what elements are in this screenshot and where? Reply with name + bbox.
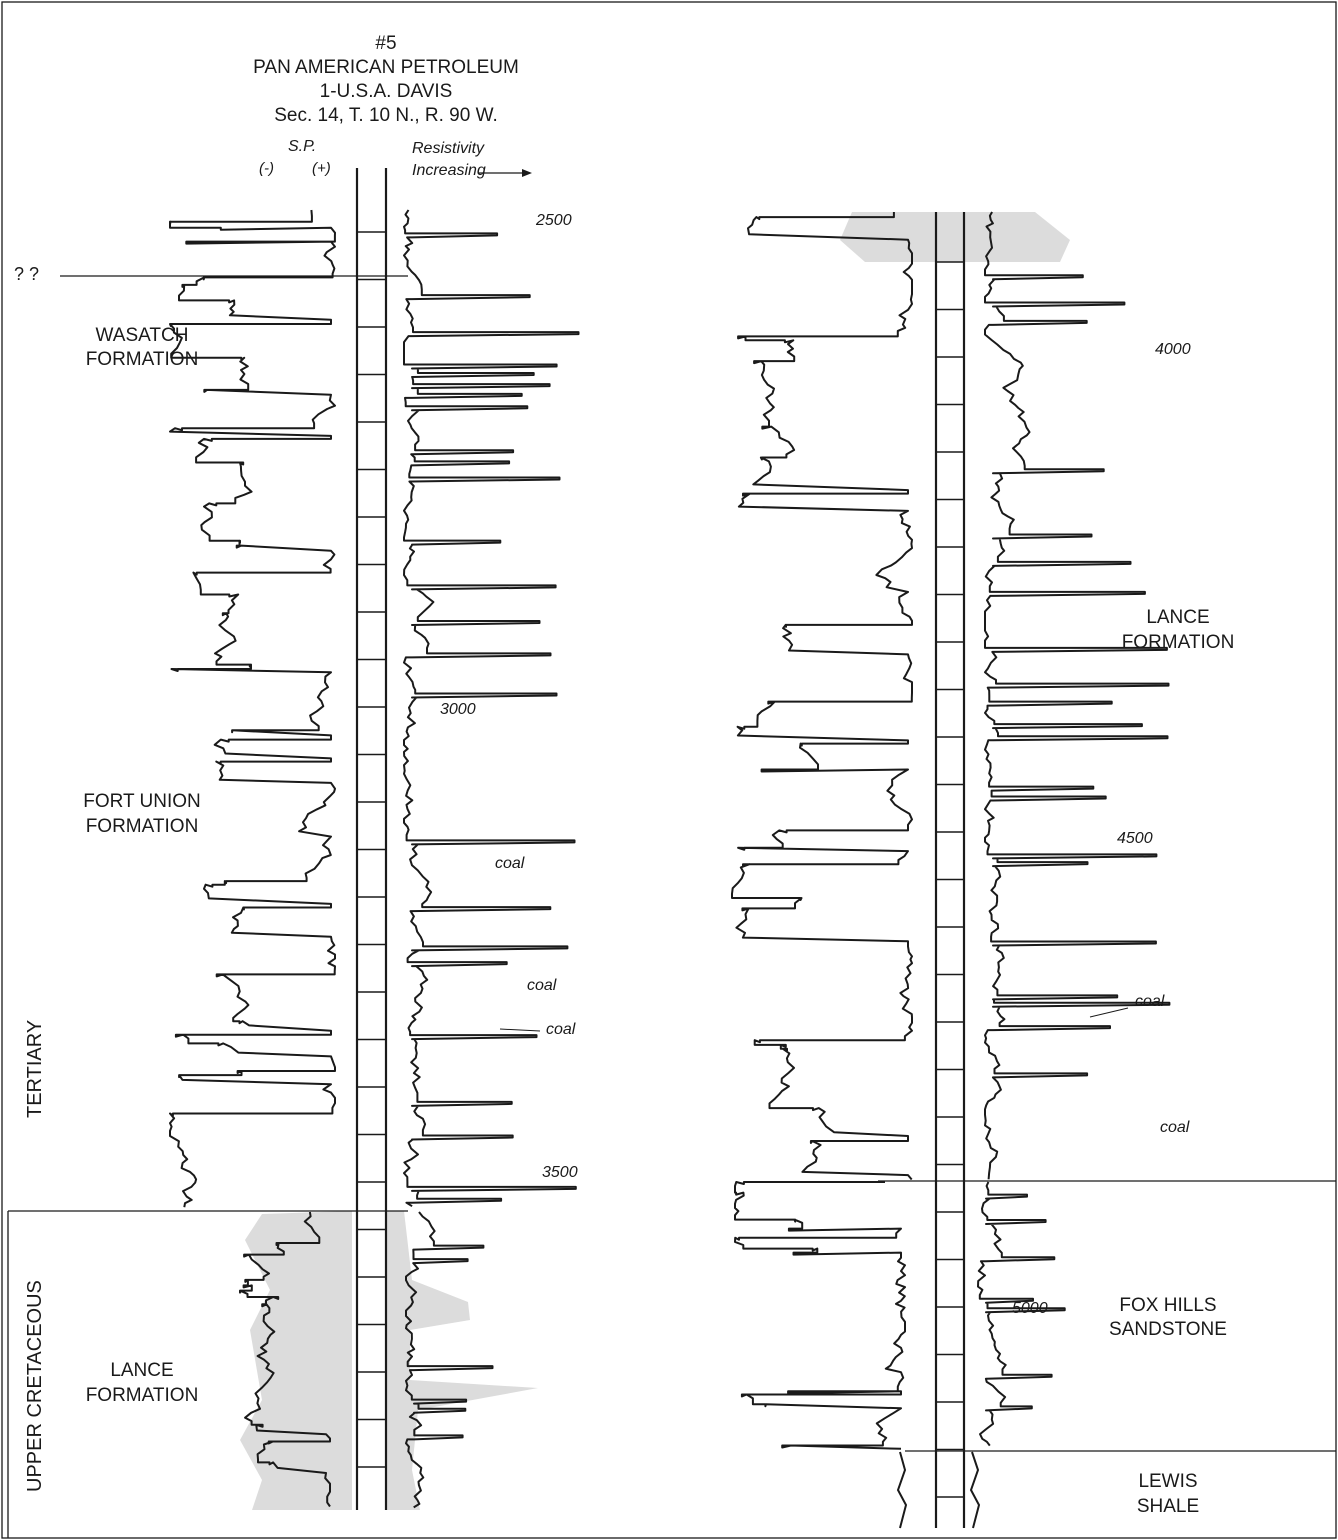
lewis-label-1: LEWIS	[1138, 1471, 1198, 1492]
coal-leader-right	[1089, 1007, 1129, 1018]
wasatch-label-1: WASATCH	[95, 325, 189, 346]
coal-label: coal	[546, 1021, 576, 1038]
well-number: #5	[375, 33, 397, 54]
coal-leader-left	[499, 1028, 541, 1032]
resistivity-curve-upper-right	[984, 211, 1171, 1180]
annotation-marks	[478, 169, 1129, 1032]
depth-label-5000: 5000	[1012, 1300, 1048, 1317]
coal-label: coal	[1135, 993, 1165, 1010]
sp-curve-lewis	[896, 1451, 908, 1529]
sp-header: S.P.	[288, 138, 317, 155]
resistivity-increasing-label: Increasing	[412, 162, 486, 179]
well-name: 1-U.S.A. DAVIS	[319, 81, 453, 102]
depth-label-3500: 3500	[542, 1164, 578, 1181]
resistivity-arrow-head	[522, 169, 532, 177]
resistivity-curve-lewis	[969, 1451, 981, 1529]
sp-positive-label: (+)	[312, 160, 331, 177]
well-operator: PAN AMERICAN PETROLEUM	[253, 57, 519, 78]
log-curves	[169, 209, 1171, 1529]
sandstone-shade-top-right	[840, 212, 1070, 262]
sp-curve-upper-left	[169, 209, 336, 1208]
lance-right-label-1: LANCE	[1146, 607, 1210, 628]
shaded-intervals	[240, 212, 1070, 1510]
coal-label: coal	[495, 855, 525, 872]
coal-label: coal	[527, 977, 557, 994]
sp-negative-label: (-)	[259, 160, 274, 177]
lance-left-label-1: LANCE	[110, 1360, 174, 1381]
sandstone-shade-sp	[240, 1211, 352, 1510]
sandstone-shade-resistivity	[386, 1211, 538, 1510]
resistivity-curve-upper-left	[403, 209, 580, 1208]
depth-label-4000: 4000	[1155, 341, 1191, 358]
sp-curve-lower-right	[734, 1181, 906, 1450]
fox-hills-label-2: SANDSTONE	[1109, 1319, 1227, 1340]
sp-curve-upper-right	[731, 212, 913, 1181]
resistivity-header: Resistivity	[412, 140, 485, 157]
wasatch-label-2: FORMATION	[85, 349, 199, 370]
tertiary-label: TERTIARY	[24, 1019, 46, 1118]
depth-label-3000: 3000	[440, 701, 476, 718]
unknown-contact-label: ? ?	[14, 264, 40, 284]
fort-union-label-1: FORT UNION	[83, 791, 201, 812]
resistivity-curve-lower-right	[977, 1181, 1066, 1447]
depth-label-4500: 4500	[1117, 830, 1153, 847]
resistivity-curve-lower-left	[405, 1211, 494, 1509]
lewis-label-2: SHALE	[1136, 1496, 1200, 1517]
depth-label-2500: 2500	[536, 212, 572, 229]
well-location: Sec. 14, T. 10 N., R. 90 W.	[274, 105, 498, 126]
lance-left-label-2: FORMATION	[85, 1385, 199, 1406]
upper-cretaceous-label: UPPER CRETACEOUS	[24, 1280, 46, 1492]
sp-curve-lower-left	[239, 1211, 331, 1508]
coal-label: coal	[1160, 1119, 1190, 1136]
lance-right-label-2: FORMATION	[1121, 632, 1235, 653]
fort-union-label-2: FORMATION	[85, 816, 199, 837]
depth-tracks	[355, 168, 966, 1528]
fox-hills-label-1: FOX HILLS	[1119, 1295, 1217, 1316]
